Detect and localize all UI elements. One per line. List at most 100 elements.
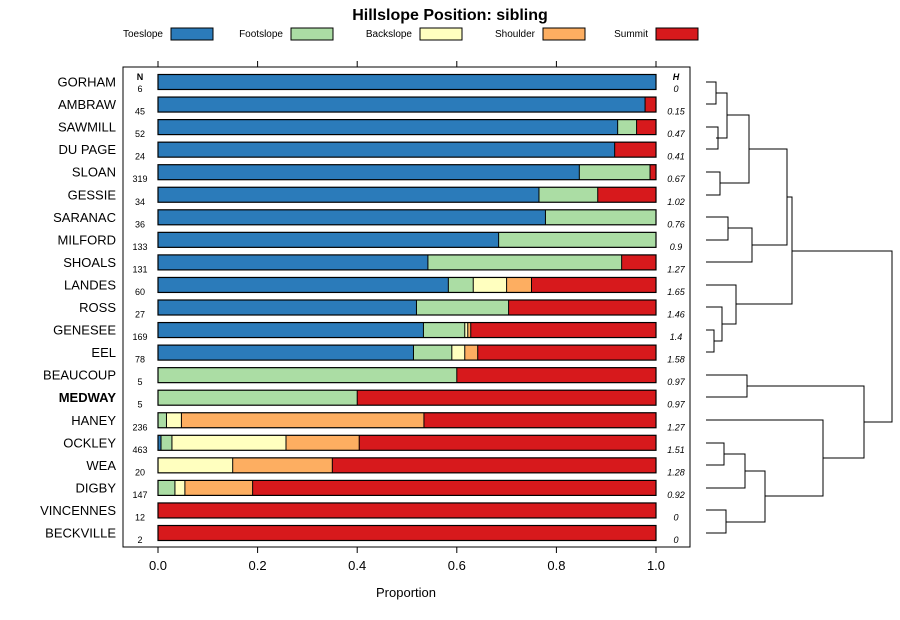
- n-value: 131: [132, 264, 147, 274]
- bar-segment: [158, 187, 539, 203]
- h-value: 0.76: [667, 219, 685, 229]
- row-label: VINCENNES: [40, 503, 116, 518]
- x-axis: 0.0 0.2 0.4 0.6 0.8 1.0: [149, 61, 665, 573]
- h-value: 1.58: [667, 355, 685, 365]
- plot-frame: [122, 66, 691, 548]
- row-label: HANEY: [71, 413, 116, 428]
- dendrogram-branch: [706, 284, 737, 325]
- dendrogram-branch: [736, 196, 793, 305]
- n-value: 78: [135, 355, 145, 365]
- bar-segment: [158, 367, 457, 383]
- bar-segment: [617, 119, 637, 135]
- bar-outline: [157, 186, 657, 203]
- bar-segment: [160, 435, 172, 451]
- n-value: 463: [132, 445, 147, 455]
- bar-segment: [423, 412, 656, 428]
- n-value: 36: [135, 219, 145, 229]
- legend-swatch: [655, 27, 699, 41]
- n-header: N: [137, 72, 144, 82]
- bar-outline: [157, 141, 657, 158]
- bar-segment: [158, 164, 580, 180]
- h-value: 0: [673, 535, 678, 545]
- legend-label: Shoulder: [495, 29, 536, 40]
- bar-outline: [157, 299, 657, 316]
- bar-outline: [157, 254, 657, 271]
- bar-segment: [448, 277, 474, 293]
- h-header: H: [673, 72, 680, 82]
- row-label: DIGBY: [76, 480, 117, 495]
- row-label: GENESEE: [53, 323, 116, 338]
- dendrogram-branch: [706, 81, 717, 105]
- legend-swatch: [290, 27, 334, 41]
- bar-segment: [464, 345, 478, 361]
- bar-segment: [597, 187, 656, 203]
- n-value: 52: [135, 129, 145, 139]
- bar-segment: [174, 480, 185, 496]
- bar-segment: [158, 232, 499, 248]
- row-label: SHOALS: [63, 255, 116, 270]
- bar-outline: [157, 524, 657, 542]
- bar-segment: [158, 277, 449, 293]
- legend-label: Toeslope: [123, 29, 163, 40]
- bar-outline: [157, 321, 657, 339]
- dendrogram-branch: [792, 250, 893, 423]
- x-tick-label: 1.0: [647, 558, 665, 573]
- h-value: 0.15: [667, 107, 686, 117]
- row-label: GESSIE: [68, 187, 117, 202]
- bar-segment: [464, 322, 468, 338]
- row-label: LANDES: [64, 277, 116, 292]
- n-value: 169: [132, 332, 147, 342]
- bar-segment: [285, 435, 360, 451]
- dendrogram-branch: [747, 385, 865, 459]
- n-value: 5: [137, 377, 142, 387]
- row-label: ROSS: [79, 300, 116, 315]
- h-value: 1.65: [667, 287, 686, 297]
- bar-segment: [158, 390, 358, 406]
- bar-segment: [467, 322, 471, 338]
- h-value: 0.92: [667, 490, 685, 500]
- bar-outline: [157, 96, 657, 113]
- n-value: 20: [135, 467, 145, 477]
- row-label: SARANAC: [53, 210, 116, 225]
- bar-segment: [158, 300, 417, 315]
- bar-segment: [451, 345, 465, 361]
- x-tick-label: 0.0: [149, 558, 167, 573]
- bar-segment: [538, 187, 598, 203]
- n-value: 27: [135, 310, 145, 320]
- bar-outline: [157, 209, 657, 226]
- h-value: 1.27: [667, 422, 686, 432]
- x-tick-label: 0.8: [547, 558, 565, 573]
- dendrogram-branch: [706, 442, 725, 466]
- bar-outline: [157, 457, 657, 474]
- h-value: 0: [673, 84, 678, 94]
- dendrogram-branch: [749, 148, 788, 246]
- bar-segment: [232, 457, 333, 473]
- bar-outline: [157, 367, 657, 384]
- h-value: 0.47: [667, 129, 686, 139]
- bar-outline: [157, 389, 657, 406]
- bar-segment: [645, 97, 656, 113]
- legend: Toeslope Footslope Backslope Shoulder Summit: [123, 27, 699, 41]
- bar-segment: [506, 277, 532, 293]
- bar-outline: [157, 276, 657, 294]
- bar-outline: [157, 73, 657, 91]
- row-label: MEDWAY: [59, 390, 117, 405]
- n-value: 133: [132, 242, 147, 252]
- bar-segment: [456, 367, 656, 383]
- bar-outline: [157, 231, 657, 248]
- bar-segment: [158, 525, 656, 541]
- bar-segment: [545, 209, 656, 225]
- h-value: 1.4: [670, 332, 683, 342]
- x-tick-label: 0.4: [348, 558, 366, 573]
- bar-segment: [614, 142, 656, 158]
- bar-segment: [332, 457, 656, 473]
- bar-segment: [158, 412, 167, 428]
- bar-segment: [636, 119, 656, 135]
- bar-segment: [171, 435, 286, 451]
- x-axis-label: Proportion: [376, 585, 436, 600]
- bar-segment: [423, 322, 465, 338]
- bar-segment: [158, 254, 428, 270]
- n-value: 34: [135, 197, 145, 207]
